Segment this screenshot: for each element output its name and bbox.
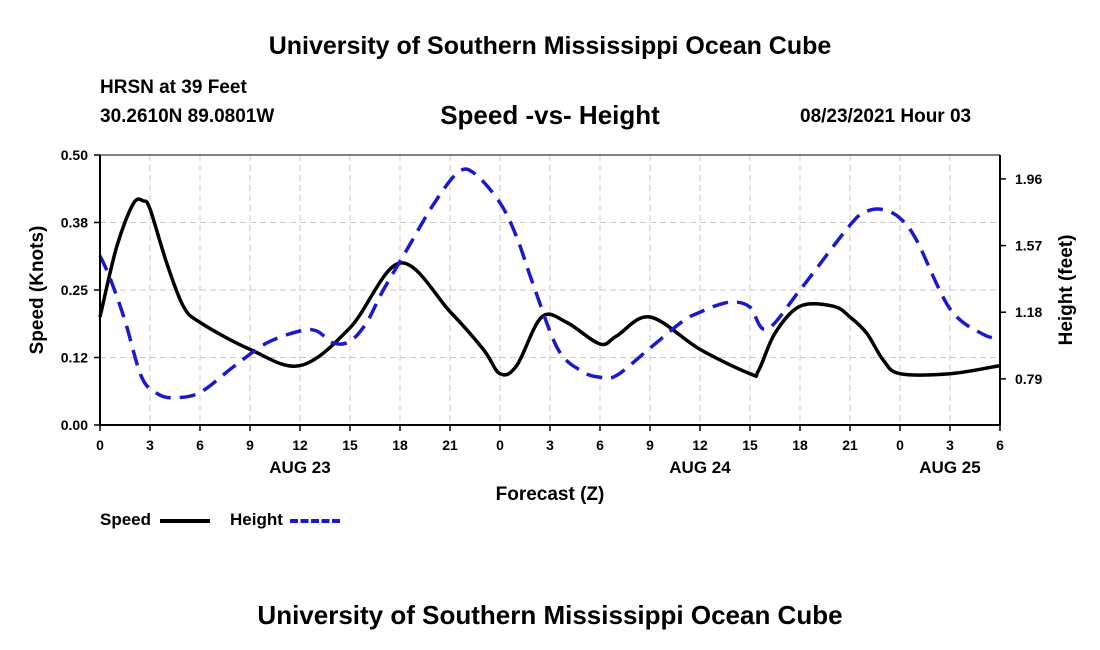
series-line-height — [98, 167, 1001, 400]
grid-lines — [100, 155, 1000, 425]
x-tick-label: 15 — [342, 437, 358, 453]
station-coordinates: 30.2610N 89.0801W — [100, 106, 275, 127]
forecast-datetime: 08/23/2021 Hour 03 — [800, 106, 972, 127]
x-tick-label: 0 — [896, 437, 904, 453]
series-line-speed — [98, 197, 1001, 378]
y-tick-label-right: 1.57 — [1015, 238, 1042, 254]
y-tick-label-right: 1.96 — [1015, 171, 1042, 187]
x-tick-label: 3 — [546, 437, 554, 453]
y-axis-label-left: Speed (Knots) — [27, 226, 48, 355]
x-tick-label: 21 — [442, 437, 458, 453]
x-tick-label: 6 — [996, 437, 1004, 453]
x-tick-label: 0 — [496, 437, 504, 453]
x-tick-label: 12 — [692, 437, 708, 453]
x-tick-label: 6 — [596, 437, 604, 453]
x-tick-label: 9 — [246, 437, 254, 453]
y-tick-label-left: 0.00 — [61, 417, 88, 433]
chart-title: University of Southern Mississippi Ocean… — [268, 32, 832, 60]
x-tick-label: 9 — [646, 437, 654, 453]
x-tick-label: 18 — [792, 437, 808, 453]
x-tick-label: 0 — [96, 437, 104, 453]
x-tick-label: 3 — [946, 437, 954, 453]
legend-label-height: Height — [230, 510, 283, 529]
chart-axes — [94, 154, 1006, 431]
x-tick-label: 6 — [196, 437, 204, 453]
y-tick-label-left: 0.12 — [61, 350, 88, 366]
x-tick-label: 15 — [742, 437, 758, 453]
date-label: AUG 25 — [919, 458, 980, 477]
legend-swatch-height — [290, 519, 340, 523]
date-label: AUG 23 — [269, 458, 330, 477]
tick-labels: 0 3 6 9 12 15 18 21 0 3 6 9 12 15 18 21 0 3 6 AUG 23 AUG 24 A… — [61, 147, 1043, 477]
x-tick-label: 12 — [292, 437, 308, 453]
series-lines — [98, 167, 1001, 400]
speed-height-chart: 0 3 6 9 12 15 18 21 0 3 6 9 12 15 18 21 0 3 6 AUG 23 AUG 24 A… — [27, 147, 1077, 505]
y-axis-label-right: Height (feet) — [1056, 235, 1077, 346]
y-tick-label-left: 0.50 — [61, 147, 88, 163]
x-axis-label: Forecast (Z) — [496, 484, 605, 505]
footer-title: University of Southern Mississippi Ocean… — [257, 600, 843, 630]
chart-subtitle: Speed -vs- Height — [440, 100, 660, 130]
y-tick-label-right: 1.18 — [1015, 304, 1042, 320]
date-label: AUG 24 — [669, 458, 731, 477]
legend-swatch-speed — [160, 519, 210, 523]
y-tick-label-left: 0.25 — [61, 282, 88, 298]
x-tick-label: 18 — [392, 437, 408, 453]
legend-label-speed: Speed — [100, 510, 152, 529]
y-tick-label-right: 0.79 — [1015, 371, 1042, 387]
x-tick-label: 21 — [842, 437, 858, 453]
station-name: HRSN at 39 Feet — [100, 77, 247, 98]
y-tick-label-left: 0.38 — [61, 215, 88, 231]
x-tick-label: 3 — [146, 437, 154, 453]
